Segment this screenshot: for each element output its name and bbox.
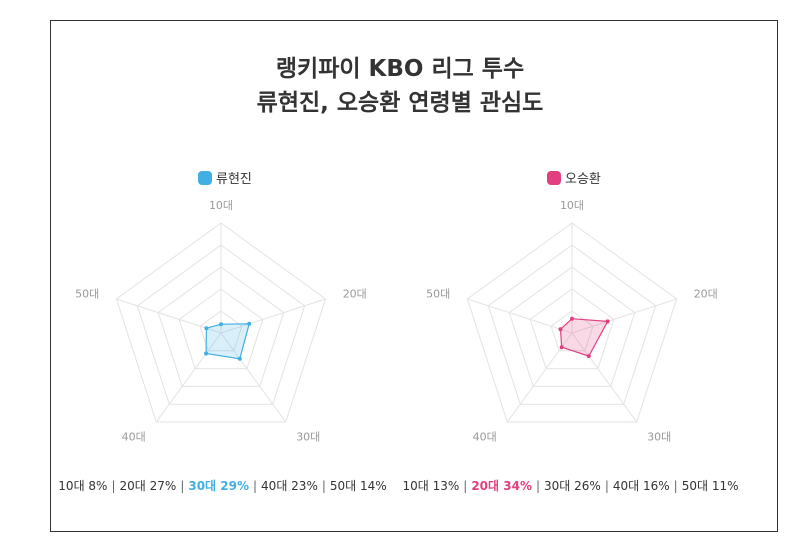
axis-label: 50대 [75,287,99,300]
summary-item: 30대 26% [544,479,601,493]
legend-ryu: 류현진 [198,168,252,187]
axis-spoke [571,332,638,423]
data-point [204,351,209,356]
summary-separator: | [535,479,541,493]
legend-label-ryu: 류현진 [216,172,252,187]
summary-item: 10대 8% [58,479,108,493]
axis-spoke [220,298,326,334]
axis-label: 30대 [296,431,320,444]
data-point [219,322,223,327]
grid-ring-5 [466,222,678,423]
summary-separator: | [604,479,609,493]
data-point [247,321,252,326]
summary-item: 40대 16% [612,479,670,493]
title-line-2: 류현진, 오승환 연령별 관심도 [256,90,544,116]
data-point [570,316,574,321]
summary-oh: 10대 13% | 20대 34% | 30대 26% | 40대 16% | 50대 11% [398,477,743,494]
data-area-oh [559,318,609,357]
axis-spoke [116,298,222,334]
legend-oh: 오승환 [547,168,601,187]
data-point [237,356,242,361]
grid-ring-2 [529,288,615,370]
grid-ring-4 [136,244,306,405]
summary-item: 40대 23% [261,479,318,493]
grid-ring-2 [178,288,264,370]
data-point [559,345,564,350]
axis-label: 40대 [122,431,146,444]
data-point [605,319,610,324]
axis-label: 30대 [647,431,671,444]
grid-ring-3 [157,266,285,387]
summary-item: 10대 13% [402,479,460,493]
legend-swatch-ryu [198,170,212,185]
summary-item: 30대 29% [188,479,249,493]
legend-swatch-oh [547,170,561,185]
summary-separator: | [673,479,678,493]
summary-separator: | [321,479,326,493]
radar-oh: 10대 20대 30대 40대 50대 [426,199,718,444]
summary-item: 20대 27% [119,479,177,493]
axis-label: 10대 [209,199,233,212]
axis-spoke [467,298,573,334]
chart-title: 랭키파이 KBO 리그 투수 류현진, 오승환 연령별 관심도 [0,52,800,120]
axis-spoke [220,332,287,423]
summary-item: 50대 14% [329,479,387,493]
data-point [204,326,209,331]
axis-spoke [155,332,222,423]
axis-label: 50대 [426,287,450,300]
summary-separator: | [463,479,468,493]
axis-label: 20대 [343,287,367,300]
summary-item: 20대 34% [471,479,532,493]
axis-spoke [571,298,677,334]
summary-ryu: 10대 8% | 20대 27% | 30대 29% | 40대 23% | 50대 14% [50,477,395,494]
radar-ryu: 10대 20대 30대 40대 50대 [75,199,367,444]
data-point [586,354,591,359]
axis-label: 20대 [694,287,718,300]
summary-separator: | [180,479,185,493]
grid-ring-5 [115,222,327,423]
data-area-ryu [205,323,250,360]
chart-frame [50,20,778,532]
grid-ring-4 [487,244,657,405]
legend-label-oh: 오승환 [565,172,601,187]
summary-separator: | [253,479,258,493]
axis-label: 10대 [560,199,584,212]
axis-label: 40대 [473,431,497,444]
grid-ring-3 [508,266,636,387]
summary-separator: | [111,479,116,493]
summary-item: 50대 11% [681,479,739,493]
data-point [558,327,563,332]
title-line-1: 랭키파이 KBO 리그 투수 [275,56,525,82]
